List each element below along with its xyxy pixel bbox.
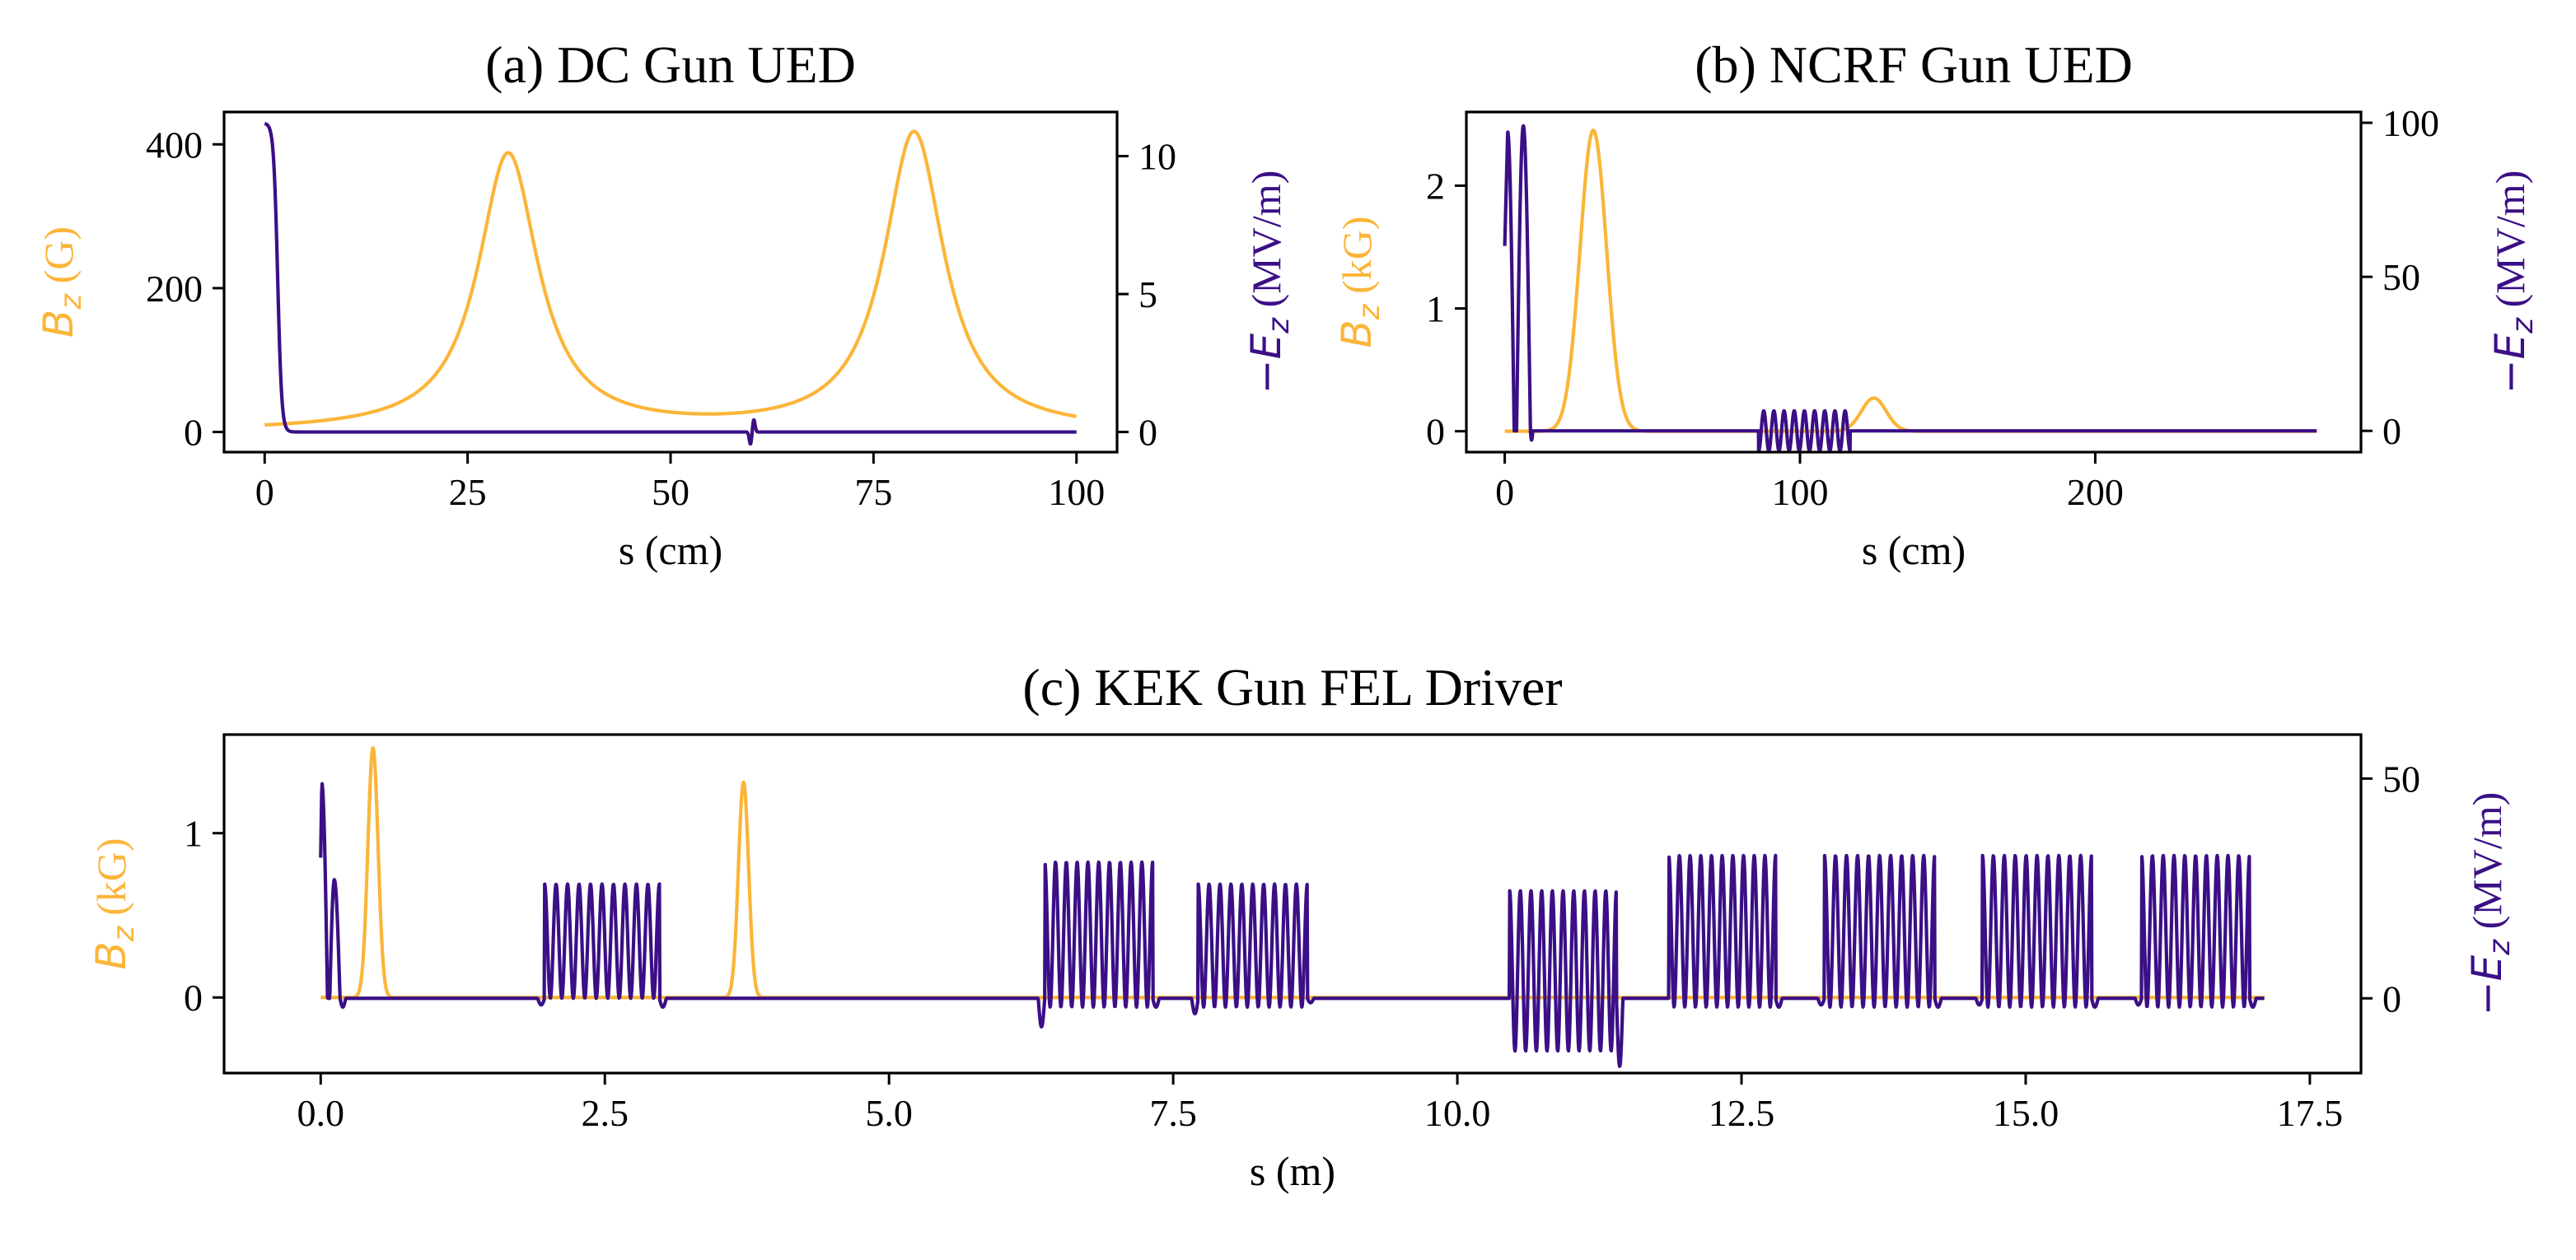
y-right-tick-label: 10 <box>1138 136 1176 178</box>
bz-series-line <box>263 129 1078 427</box>
y-right-tick-label: 100 <box>2382 102 2439 144</box>
y-left-tick-label: 0 <box>1426 411 1445 453</box>
x-axis-label: s (m) <box>1250 1148 1335 1194</box>
y-left-tick-label: 2 <box>1426 165 1445 207</box>
y-right-tick-label: 0 <box>1138 412 1157 454</box>
x-tick-label: 0 <box>255 471 274 513</box>
axes-frame <box>222 733 2363 1075</box>
y-left-axis-label: Bz (kG) <box>1333 216 1386 348</box>
y-right-tick-label: 5 <box>1138 273 1157 315</box>
y-right-axis-label: −Ez (MV/m) <box>2486 170 2540 394</box>
plot-area <box>319 746 2266 1068</box>
plot-area <box>263 121 1078 446</box>
x-tick-label: 100 <box>1048 471 1105 513</box>
y-right-tick-label: 0 <box>2382 410 2401 452</box>
ez-series-line <box>319 782 2266 1068</box>
x-tick-label: 50 <box>652 471 690 513</box>
x-tick-label: 75 <box>854 471 892 513</box>
y-left-axis-label: Bz (kG) <box>87 838 141 969</box>
panel-title: (b) NCRF Gun UED <box>1695 35 2133 94</box>
x-tick-label: 12.5 <box>1709 1092 1775 1134</box>
y-right-tick-label: 0 <box>2382 978 2401 1020</box>
x-tick-label: 0.0 <box>297 1092 345 1134</box>
y-left-tick-label: 400 <box>146 124 203 166</box>
x-tick-label: 100 <box>1772 471 1829 513</box>
y-right-axis-label: −Ez (MV/m) <box>2463 792 2517 1016</box>
y-left-tick-label: 200 <box>146 268 203 310</box>
y-left-tick-label: 1 <box>184 813 203 855</box>
axes-frame <box>1465 110 2363 454</box>
x-tick-label: 15.0 <box>1993 1092 2059 1134</box>
y-left-tick-label: 0 <box>184 412 203 454</box>
y-right-tick-label: 50 <box>2382 256 2420 298</box>
panel-title: (c) KEK Gun FEL Driver <box>1022 658 1562 716</box>
panel-a-dc-gun-ued: 0 25 50 75 100 0 200 400 0 5 10 (a) DC Gun UED s (cm… <box>35 35 1296 573</box>
x-axis-label: s (cm) <box>619 527 722 573</box>
panel-c-kek-gun-fel-driver: 0.0 2.5 5.0 7.5 10.0 12.5 15.0 17.5 0 1 0 50 (c) KEK… <box>87 658 2517 1194</box>
y-left-tick-label: 1 <box>1426 288 1445 330</box>
x-tick-label: 200 <box>2067 471 2124 513</box>
y-right-tick-label: 50 <box>2382 758 2420 800</box>
y-right-axis-label: −Ez (MV/m) <box>1242 170 1296 394</box>
x-tick-label: 25 <box>449 471 487 513</box>
x-axis-label: s (cm) <box>1862 527 1966 573</box>
x-tick-label: 10.0 <box>1424 1092 1491 1134</box>
x-tick-label: 5.0 <box>865 1092 913 1134</box>
x-tick-label: 2.5 <box>581 1092 629 1134</box>
ez-series-line <box>263 121 1078 446</box>
plot-area <box>1503 124 2319 452</box>
ez-series-line <box>1503 124 2319 452</box>
y-left-tick-label: 0 <box>184 977 203 1019</box>
panel-b-ncrf-gun-ued: 0 100 200 0 1 2 0 50 100 (b) NCRF Gun UED s (cm) Bz… <box>1333 35 2540 573</box>
panel-title: (a) DC Gun UED <box>485 35 856 94</box>
x-tick-label: 17.5 <box>2277 1092 2344 1134</box>
x-tick-label: 7.5 <box>1149 1092 1197 1134</box>
x-tick-label: 0 <box>1495 471 1514 513</box>
y-left-axis-label: Bz (G) <box>35 226 88 338</box>
